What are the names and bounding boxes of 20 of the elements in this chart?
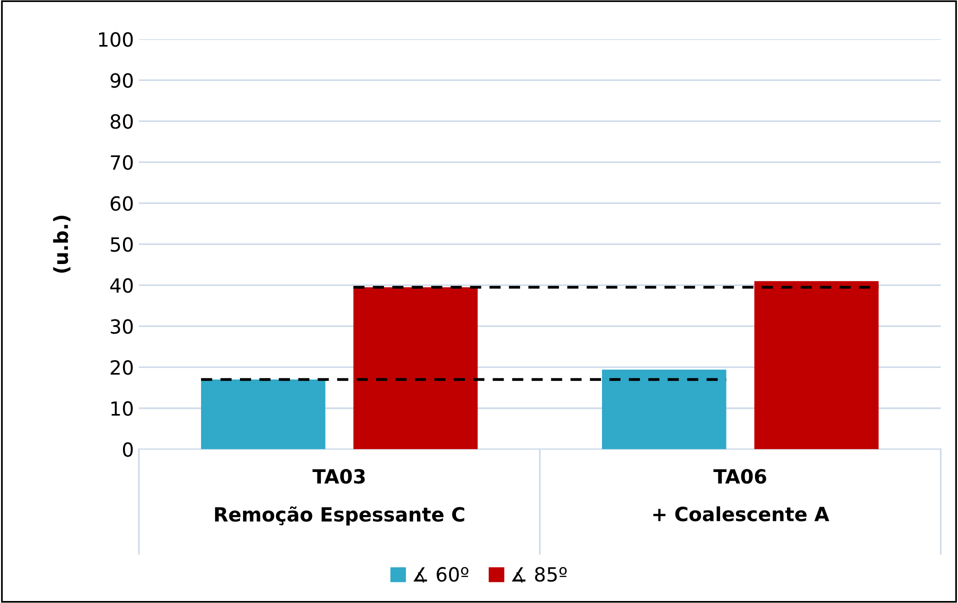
y-tick-label: 60 [110, 196, 133, 211]
bar [201, 380, 326, 450]
y-tick-label: 50 [110, 237, 133, 252]
y-tick-label: 0 [122, 442, 133, 457]
legend-label: ∡ 60º [413, 567, 468, 582]
y-axis-title: (u.b.) [53, 216, 70, 273]
y-tick-label: 40 [110, 278, 133, 293]
x-tick-label: TA06 + Coalescente A [653, 469, 830, 522]
y-tick-label: 30 [110, 319, 133, 334]
x-tick-label: TA03 Remoção Espessante C [215, 469, 464, 526]
y-tick-label: 10 [111, 401, 133, 416]
y-tick-label: 100 [99, 32, 133, 47]
y-tick-label: 80 [110, 114, 133, 129]
bar [353, 287, 478, 450]
y-tick-label: 70 [110, 155, 133, 170]
bar [602, 370, 726, 450]
y-tick-label: 90 [110, 73, 133, 88]
y-tick-label: 20 [110, 360, 133, 375]
legend-label: ∡ 85º [512, 567, 567, 582]
bar [754, 281, 879, 450]
